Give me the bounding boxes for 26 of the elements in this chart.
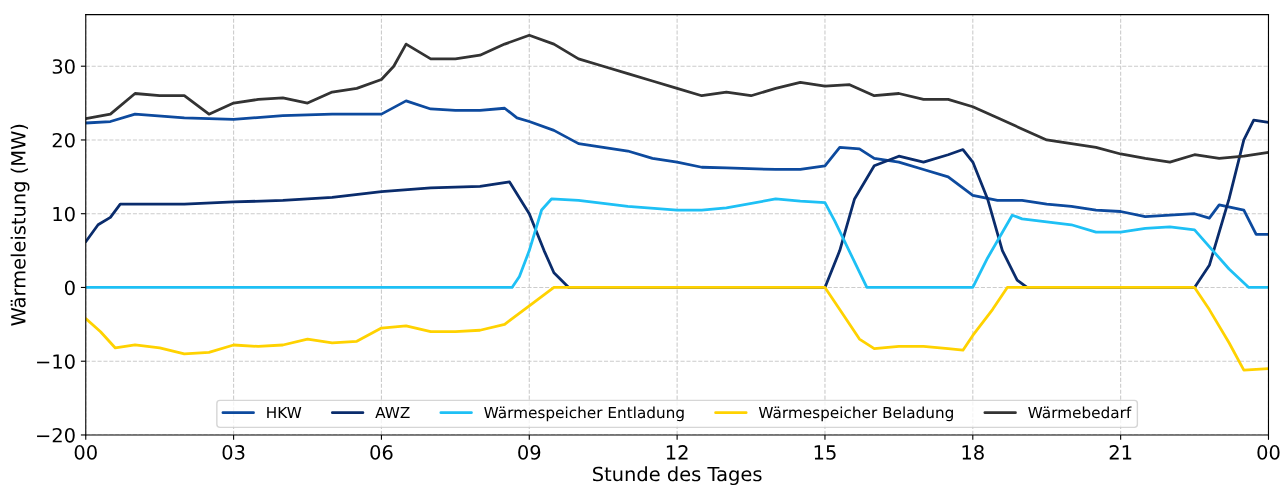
y-axis-title: Wärmeleistung (MW) <box>10 124 30 326</box>
legend-label: AWZ <box>375 406 410 419</box>
line-series <box>85 33 1269 164</box>
x-tick-label: 21 <box>1109 445 1132 460</box>
y-tick-label: 10 <box>53 206 75 222</box>
legend-label: HKW <box>267 406 302 419</box>
x-tick-label: 00 <box>74 445 97 460</box>
y-tick-label: −20 <box>37 427 75 443</box>
x-tick-label: 03 <box>222 445 245 460</box>
x-tick-label: 00 <box>1257 445 1280 460</box>
x-tick-label: 18 <box>962 445 984 460</box>
x-tick-label: 12 <box>666 445 688 460</box>
line-series <box>85 99 1269 236</box>
y-tick-label: −10 <box>37 354 75 369</box>
x-tick-label: 09 <box>518 445 541 460</box>
legend-label: Wärmebedarf <box>1028 406 1132 419</box>
x-axis-title: Stunde des Tages <box>593 466 762 486</box>
legend-label: Wärmespeicher Entladung <box>484 406 684 422</box>
x-tick-label: 15 <box>814 445 836 460</box>
y-tick-label: 20 <box>52 132 75 148</box>
x-tick-label: 06 <box>370 445 393 460</box>
legend-label: Wärmespeicher Beladung <box>758 406 953 422</box>
y-tick-label: 30 <box>52 59 75 74</box>
y-tick-label: 0 <box>64 280 75 296</box>
line-series <box>85 197 1269 289</box>
line-series <box>85 286 1269 372</box>
